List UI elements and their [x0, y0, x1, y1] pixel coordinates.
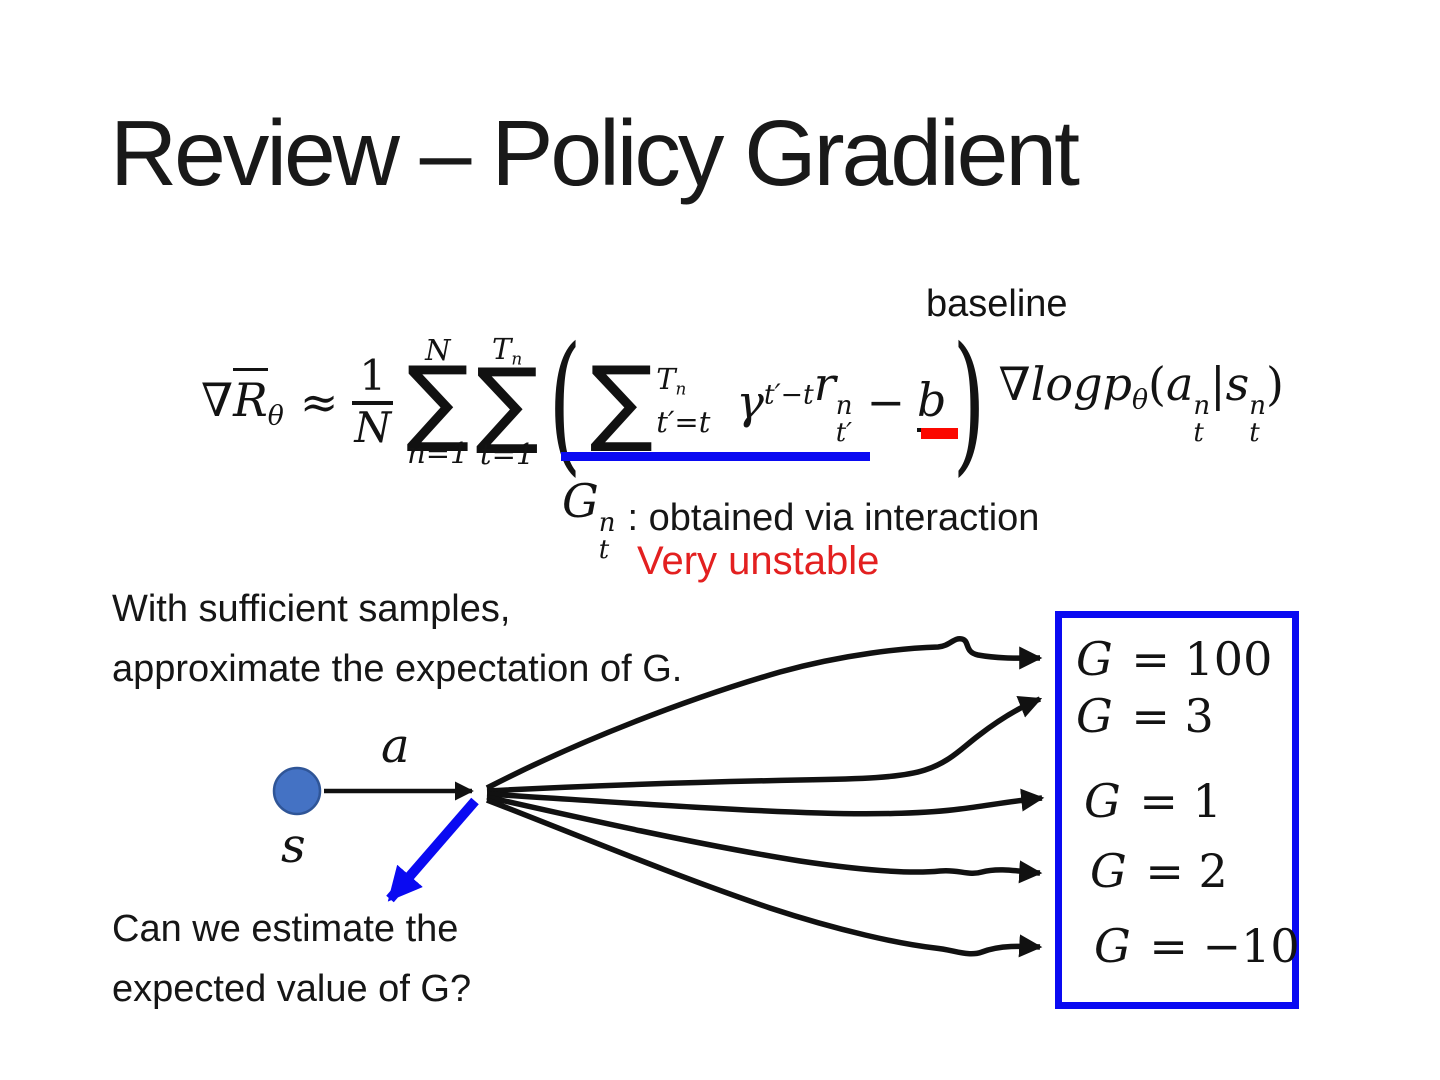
trajectory-line-4 — [486, 794, 1043, 884]
minus-sign: − — [866, 375, 906, 429]
baseline-label: baseline — [926, 283, 1068, 325]
sum-over-t: Tn ∑ t=1 — [475, 331, 539, 472]
sampling-blue-arrow — [386, 797, 479, 903]
very-unstable-warning: Very unstable — [637, 539, 880, 583]
trajectory-line-1 — [485, 635, 1043, 791]
approx-sign: ≈ — [299, 375, 339, 429]
return-value-row: G = 3 — [1076, 689, 1214, 743]
fraction-1-over-N: 1 N — [352, 351, 394, 452]
trajectory-line-2 — [486, 696, 1043, 794]
samples-note: With sufficient samples, approximate the… — [112, 588, 683, 690]
estimate-question: Can we estimate the expected value of G? — [112, 908, 472, 1010]
action-label: a — [381, 718, 410, 774]
state-label: s — [281, 818, 306, 874]
sum-over-n: N ∑ n=1 — [406, 333, 470, 470]
g-term-blue-underline — [561, 452, 870, 461]
grad-log-term: ∇logpθ(a n t |s n t) — [998, 357, 1284, 448]
page-title: Review – Policy Gradient — [110, 101, 1080, 205]
baseline-red-underline — [921, 428, 958, 439]
close-paren: ) — [952, 313, 987, 491]
formula-lhs: ∇Rθ — [201, 367, 284, 431]
trajectory-line-3 — [486, 788, 1045, 817]
policy-gradient-formula: ∇Rθ ≈ 1 N N ∑ n=1 Tn ∑ t=1 ( ∑ Tn t′=t γ… — [201, 310, 1284, 494]
return-value-row: G = 2 — [1090, 844, 1228, 898]
sum-over-t-prime: ∑ Tn t′=t — [589, 347, 711, 457]
reward-term: r n t′ — [813, 357, 853, 448]
discount-term: γt′−t — [736, 375, 814, 429]
return-value-row: G = 1 — [1084, 774, 1222, 828]
state-node — [272, 766, 322, 816]
return-value-row: G = 100 — [1076, 632, 1273, 686]
returns-box: G = 100 G = 3 G = 1 G = 2 G = −10 — [1055, 611, 1300, 1009]
return-value-row: G = −10 — [1094, 919, 1300, 973]
trajectory-line-5 — [486, 797, 1043, 958]
